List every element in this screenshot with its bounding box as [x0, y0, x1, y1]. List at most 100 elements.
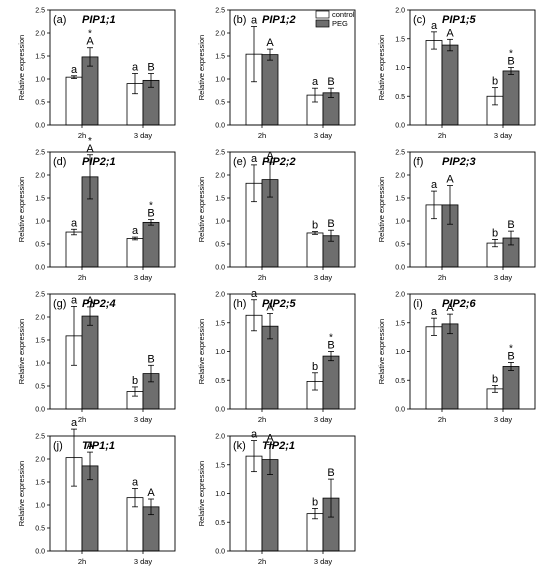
significance-star: * [509, 49, 513, 60]
bar-control-2h [65, 231, 83, 268]
bar-peg-2h [81, 56, 99, 126]
significance-letter: a [431, 179, 438, 191]
y-tick-label: 2.0 [35, 457, 45, 464]
panel-letter: (g) [53, 298, 66, 310]
panel-letter: (h) [233, 298, 246, 310]
y-tick-label: 0.0 [395, 123, 405, 130]
y-tick-label: 1.0 [35, 361, 45, 368]
gene-title: PIP2;3 [442, 156, 476, 168]
y-tick-label: 2.5 [395, 150, 405, 157]
significance-letter: B [327, 467, 334, 479]
significance-letter: a [71, 417, 78, 429]
y-tick-label: 2.5 [35, 434, 45, 441]
y-tick-label: 0.0 [35, 549, 45, 556]
plot-frame [49, 293, 176, 410]
x-tick-label: 3 day [134, 131, 153, 140]
x-tick-label: 2h [78, 557, 86, 566]
panel-letter: (j) [53, 440, 63, 452]
y-tick-label: 0.5 [35, 526, 45, 533]
significance-letter: A [266, 150, 274, 162]
y-tick-label: 1.0 [215, 219, 225, 226]
y-tick-label: 0.0 [35, 123, 45, 130]
significance-letter: b [312, 220, 318, 232]
y-axis-label: Relative expression [197, 177, 206, 242]
bar-control-3day [306, 232, 324, 268]
significance-letter: A [86, 36, 94, 48]
y-tick-label: 0.5 [35, 242, 45, 249]
significance-letter: A [86, 295, 94, 307]
y-tick-label: 1.0 [35, 503, 45, 510]
y-tick-label: 1.0 [215, 77, 225, 84]
x-tick-label: 3 day [494, 131, 513, 140]
significance-letter: b [492, 227, 498, 239]
significance-letter: b [492, 373, 498, 385]
y-tick-label: 1.5 [35, 480, 45, 487]
y-tick-label: 2.0 [215, 173, 225, 180]
y-tick-label: 0.5 [35, 100, 45, 107]
significance-star: * [329, 333, 333, 344]
significance-letter: a [251, 429, 258, 441]
plot-frame [49, 151, 176, 268]
significance-letter: B [507, 56, 514, 68]
panel-letter: (b) [233, 14, 246, 26]
plot-frame [49, 9, 176, 126]
plot-frame [229, 9, 356, 126]
significance-letter: a [132, 61, 139, 73]
significance-letter: A [266, 302, 274, 314]
y-tick-label: 2.5 [215, 150, 225, 157]
plot-frame [49, 435, 176, 552]
x-tick-label: 2h [78, 415, 86, 424]
y-tick-label: 1.0 [395, 219, 405, 226]
plot-frame [229, 151, 356, 268]
significance-letter: A [446, 174, 454, 186]
y-tick-label: 0.5 [215, 100, 225, 107]
y-axis-label: Relative expression [197, 35, 206, 100]
panel-f: a AbB 0.0 0.5 1.0 1.5 2.0 2.5 2h 3 day Relative ex… [377, 150, 536, 282]
bar-peg-2h [261, 54, 279, 126]
significance-letter: a [71, 217, 78, 229]
bar-control-2h [425, 40, 443, 126]
y-tick-label: 1.0 [215, 491, 225, 498]
panel-d: aA*aB*0.00.51.01.52.02.52h 3 dayRelative … [17, 136, 176, 282]
significance-star: * [149, 201, 153, 212]
y-tick-label: 1.0 [395, 349, 405, 356]
panel-k: a Ab B 0.0 0.5 1.0 1.5 2.0 2h 3 day Relative expre… [197, 429, 356, 566]
y-tick-label: 0.5 [215, 520, 225, 527]
y-tick-label: 1.0 [35, 77, 45, 84]
x-tick-label: 2h [258, 415, 266, 424]
y-tick-label: 1.5 [35, 196, 45, 203]
significance-letter: b [312, 496, 318, 508]
significance-letter: a [251, 153, 258, 165]
panel-letter: (a) [53, 14, 66, 26]
significance-letter: B [507, 350, 514, 362]
significance-star: * [88, 29, 92, 40]
x-tick-label: 3 day [314, 131, 333, 140]
gene-title: PIP1;1 [82, 14, 116, 26]
legend-swatch-peg [315, 19, 330, 28]
significance-letter: A [266, 433, 274, 445]
y-tick-label: 2.0 [215, 434, 225, 441]
y-tick-label: 1.5 [395, 196, 405, 203]
y-tick-label: 0.0 [395, 265, 405, 272]
plot-frame [409, 151, 536, 268]
gene-title: PIP2;2 [262, 156, 296, 168]
x-tick-label: 3 day [494, 415, 513, 424]
panel-letter: (d) [53, 156, 66, 168]
y-axis-label: Relative expression [17, 461, 26, 526]
legend-label-peg: PEG [332, 19, 348, 28]
bar-peg-3day [502, 70, 520, 126]
gene-title: PIP2;6 [442, 298, 477, 310]
significance-letter: a [71, 64, 78, 76]
y-tick-label: 2.5 [35, 292, 45, 299]
gene-title: TIP2;1 [262, 440, 295, 452]
significance-letter: a [431, 20, 438, 32]
significance-letter: b [492, 76, 498, 88]
y-tick-label: 2.0 [35, 173, 45, 180]
significance-letter: A [446, 302, 454, 314]
significance-letter: a [132, 225, 139, 237]
y-tick-label: 2.0 [35, 315, 45, 322]
panel-letter: (k) [233, 440, 246, 452]
